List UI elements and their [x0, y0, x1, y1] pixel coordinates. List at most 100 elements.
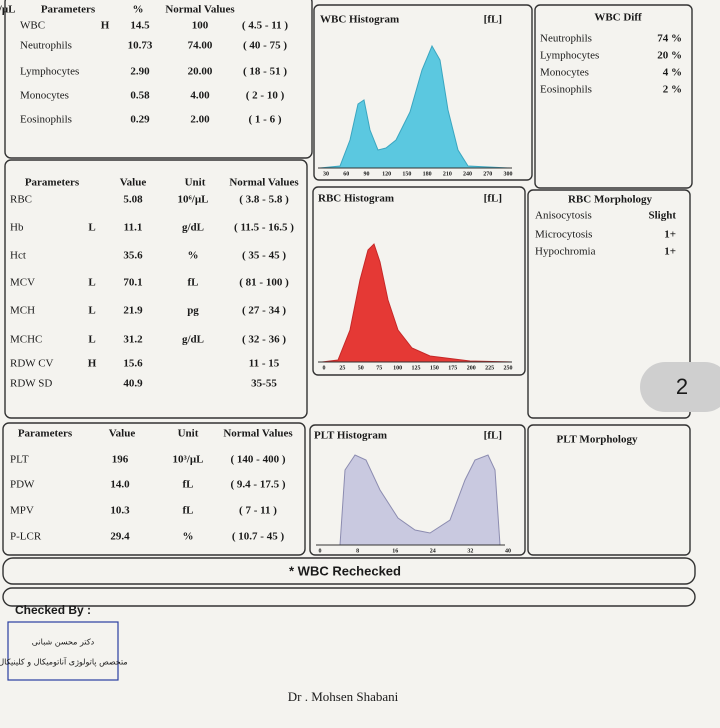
- histogram-title: RBC Histogram: [318, 193, 394, 205]
- plt-morphology-box: [527, 424, 691, 556]
- header: Normal Values: [165, 4, 235, 16]
- header: 10³/µL: [0, 4, 16, 16]
- normal: 11 - 15: [249, 358, 280, 370]
- flag: L: [88, 334, 95, 346]
- count: 0.29: [130, 114, 150, 126]
- axis-tick-label: 150: [430, 365, 439, 371]
- axis-tick-label: 25: [339, 365, 345, 371]
- name: Monocytes: [20, 90, 69, 102]
- axis-tick-label: 120: [382, 171, 391, 177]
- axis-tick-label: 210: [443, 171, 452, 177]
- normal: ( 9.4 - 17.5 ): [231, 479, 286, 491]
- item-value: 20 %: [657, 50, 682, 62]
- name: RDW SD: [10, 378, 52, 390]
- value: 11.1: [124, 222, 143, 234]
- unit: pg: [187, 305, 199, 317]
- axis-tick-label: 270: [483, 171, 492, 177]
- item-name: Monocytes: [540, 67, 589, 79]
- percent: 4.00: [190, 90, 210, 102]
- name: MCHC: [10, 334, 42, 346]
- value: 196: [112, 454, 129, 466]
- axis-tick-label: 50: [358, 365, 364, 371]
- header: Unit: [178, 428, 199, 440]
- name: Eosinophils: [20, 114, 72, 126]
- normal: ( 2 - 10 ): [246, 90, 285, 102]
- item-value: 2 %: [663, 84, 682, 96]
- unit: 10³/µL: [172, 454, 203, 466]
- count: 2.90: [130, 66, 150, 78]
- name: Lymphocytes: [20, 66, 79, 78]
- normal: ( 11.5 - 16.5 ): [234, 222, 294, 234]
- value: 31.2: [123, 334, 143, 346]
- name: MPV: [10, 505, 34, 517]
- stamp-text: متخصص پاتولوژی آناتومیکال و کلینیکال: [0, 657, 128, 667]
- name: P-LCR: [10, 531, 42, 543]
- histogram-unit: [fL]: [484, 14, 502, 26]
- normal: ( 4.5 - 11 ): [242, 20, 288, 32]
- normal: ( 40 - 75 ): [243, 40, 287, 52]
- header: Normal Values: [229, 177, 299, 189]
- rbc-table-box: [4, 159, 308, 419]
- normal: ( 27 - 34 ): [242, 305, 286, 317]
- normal: ( 1 - 6 ): [249, 114, 282, 126]
- rbc-morphology-box: [527, 189, 691, 419]
- histogram-unit: [fL]: [484, 193, 502, 205]
- item-value: 1+: [664, 229, 676, 241]
- normal: ( 7 - 11 ): [239, 505, 277, 517]
- name: Hb: [10, 222, 24, 234]
- flag: L: [88, 305, 95, 317]
- plt-histogram-box: [309, 424, 526, 556]
- value: 5.08: [123, 194, 143, 206]
- rbc-histogram-box: [312, 186, 526, 376]
- axis-tick-label: 90: [363, 171, 369, 177]
- value: 21.9: [123, 305, 143, 317]
- unit: 10⁶/µL: [177, 194, 208, 206]
- axis-tick-label: 300: [504, 171, 513, 177]
- axis-tick-label: 16: [392, 548, 398, 554]
- name: MCV: [10, 277, 35, 289]
- normal: ( 140 - 400 ): [231, 454, 286, 466]
- axis-tick-label: 60: [343, 171, 349, 177]
- normal: ( 81 - 100 ): [239, 277, 289, 289]
- normal: ( 32 - 36 ): [242, 334, 286, 346]
- axis-tick-label: 180: [423, 171, 432, 177]
- axis-tick-label: 75: [376, 365, 382, 371]
- histogram-unit: [fL]: [484, 430, 502, 442]
- axis-tick-label: 0: [323, 365, 326, 371]
- section-title: PLT Morphology: [557, 434, 638, 446]
- axis-tick-label: 40: [505, 548, 511, 554]
- flag: L: [88, 277, 95, 289]
- name: RBC: [10, 194, 32, 206]
- axis-tick-label: 8: [356, 548, 359, 554]
- axis-tick-label: 200: [467, 365, 476, 371]
- section-title: WBC Diff: [594, 12, 642, 24]
- page-indicator: [640, 362, 720, 412]
- plt-table-box: [2, 422, 306, 556]
- unit: g/dL: [182, 334, 204, 346]
- stamp-text: دکتر محسن شبانی: [32, 638, 95, 647]
- item-name: Neutrophils: [540, 33, 592, 45]
- value: 14.0: [110, 479, 130, 491]
- header: Parameters: [41, 4, 96, 16]
- header: Parameters: [18, 428, 73, 440]
- value: 35.6: [123, 250, 143, 262]
- normal: ( 35 - 45 ): [242, 250, 286, 262]
- wbc-histogram-box: [313, 4, 533, 181]
- axis-tick-label: 24: [430, 548, 436, 554]
- name: Neutrophils: [20, 40, 72, 52]
- unit: fL: [188, 277, 199, 289]
- normal: 35-55: [251, 378, 277, 390]
- header: Value: [120, 177, 147, 189]
- rbc-curve: [321, 243, 513, 363]
- note: * WBC Rechecked: [289, 563, 401, 578]
- empty-bar: [2, 587, 696, 607]
- normal: ( 18 - 51 ): [243, 66, 287, 78]
- axis-tick-label: 240: [463, 171, 472, 177]
- name: Hct: [10, 250, 26, 262]
- value: 10.3: [110, 505, 130, 517]
- note-bar: [2, 557, 696, 585]
- header: Unit: [185, 177, 206, 189]
- unit: %: [183, 531, 194, 543]
